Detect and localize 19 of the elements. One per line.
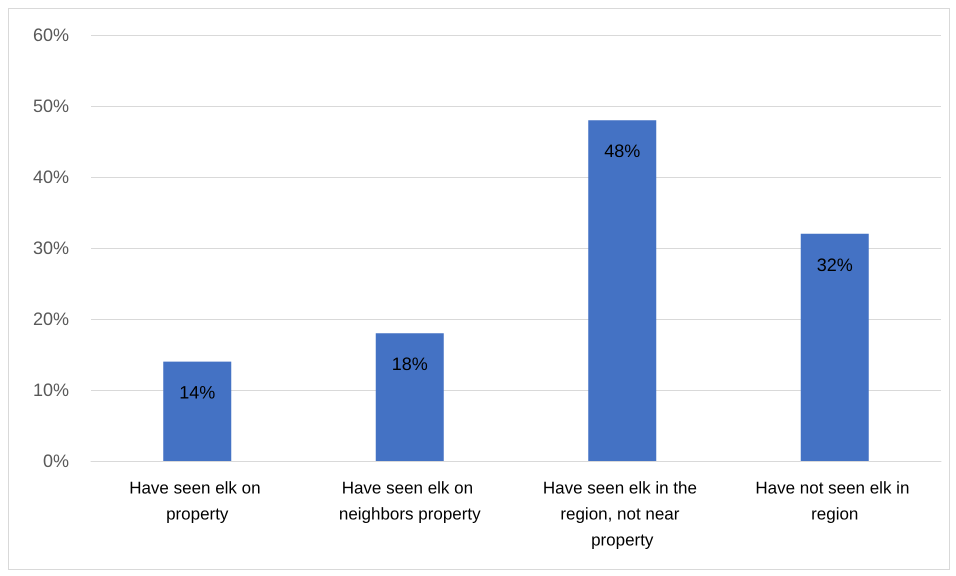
y-tick-label: 30% xyxy=(32,238,69,258)
data-label: 48% xyxy=(604,141,640,162)
y-tick-label: 40% xyxy=(32,167,69,187)
data-label: 14% xyxy=(179,382,216,403)
x-tick-label: Have seen elk in the region, not near property xyxy=(542,478,702,550)
y-tick-label: 50% xyxy=(32,96,69,116)
bar xyxy=(800,234,869,461)
y-tick-label: 60% xyxy=(32,25,69,45)
data-label: 32% xyxy=(816,254,853,275)
y-tick-label: 10% xyxy=(32,380,69,400)
x-tick-label: Have seen elk on neighbors property xyxy=(338,478,482,524)
x-tick-label: Have not seen elk in region xyxy=(755,478,914,524)
bar xyxy=(588,120,656,461)
data-label: 18% xyxy=(392,354,428,374)
x-tick-label: Have seen elk on property xyxy=(129,478,266,524)
y-tick-label: 20% xyxy=(32,309,69,329)
bar xyxy=(163,362,232,461)
y-tick-label: 0% xyxy=(42,451,69,471)
bar xyxy=(376,333,444,461)
